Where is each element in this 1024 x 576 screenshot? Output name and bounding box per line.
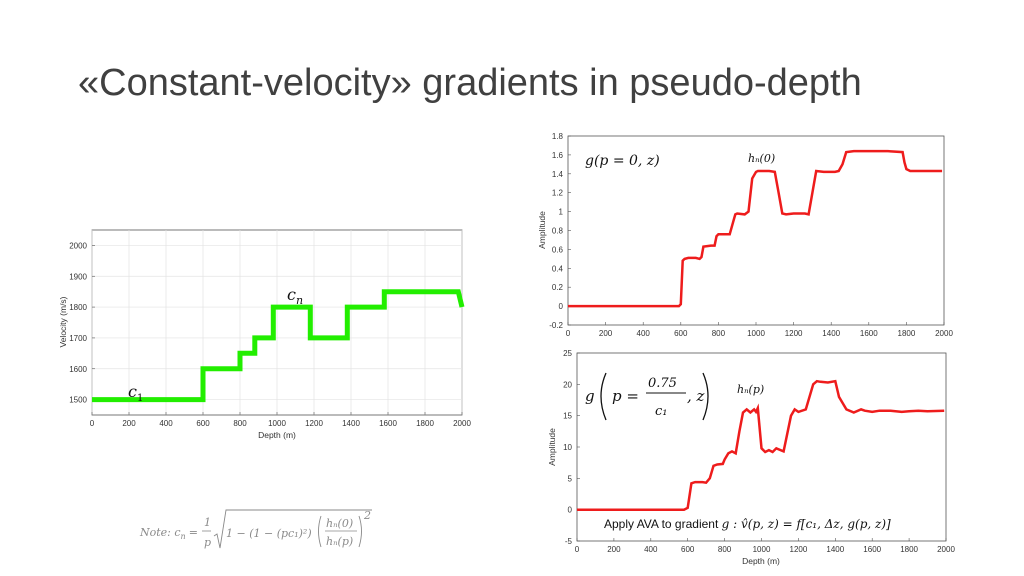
amplitude-p0-ytick-label: 1.6	[552, 151, 564, 160]
note-frac-bot: hₙ(p)	[326, 535, 353, 548]
amplitude-p-ytick-label: 5	[568, 474, 573, 483]
amplitude-p0-xtick-label: 600	[674, 329, 688, 338]
amplitude-p-xtick-label: 1000	[753, 545, 771, 554]
amplitude-p-ytick-label: 10	[563, 443, 572, 452]
amplitude-p-xtick-label: 1800	[900, 545, 918, 554]
amplitude-p0-ytick-label: 1.8	[552, 132, 564, 141]
velocity-ytick-label: 1800	[69, 303, 87, 312]
amplitude-p-xtick-label: 0	[575, 545, 580, 554]
velocity-ytick-label: 1900	[69, 272, 87, 281]
amplitude-p-xtick-label: 1400	[826, 545, 844, 554]
amplitude-p0-chart: 0 200 400 600 800 1000 1200 1400 1600 1800 2000 -0.…	[537, 132, 953, 338]
velocity-xtick-label: 1000	[268, 419, 286, 428]
velocity-ytick-label: 1600	[69, 365, 87, 374]
velocity-xtick-label: 1800	[416, 419, 434, 428]
velocity-xtick-label: 1200	[305, 419, 323, 428]
velocity-ylabel: Velocity (m/s)	[58, 296, 68, 347]
velocity-xtick-label: 800	[233, 419, 247, 428]
velocity-xtick-label: 400	[159, 419, 173, 428]
amplitude-p-xtick-label: 1200	[790, 545, 808, 554]
amplitude-p0-ytick-label: 0.2	[552, 283, 564, 292]
amplitude-p0-ylabel: Amplitude	[537, 211, 547, 249]
right-paren-shape	[702, 372, 709, 421]
c1-annotation: c1	[128, 382, 143, 404]
note-prefix: Note: cn =	[139, 526, 198, 541]
amplitude-p0-ytick-label: 0.6	[552, 245, 564, 254]
note-right-paren	[358, 515, 362, 548]
amplitude-p-ytick-label: 0	[568, 506, 573, 515]
amplitude-p0-ytick-label: 1.2	[552, 189, 564, 198]
gp-annotation: g p = 0.75 c₁ , z	[585, 372, 709, 421]
gp-z: , z	[687, 387, 705, 405]
velocity-series-line	[92, 289, 465, 403]
note-body: 1 − (1 − (pc₁)²)	[226, 527, 312, 540]
amplitude-p0-ytick-label: 0.8	[552, 227, 564, 236]
gp-g: g	[585, 387, 595, 405]
amplitude-p0-xtick-label: 200	[599, 329, 613, 338]
amplitude-p0-xtick-label: 2000	[935, 329, 953, 338]
amplitude-p0-ytick-label: 0	[559, 302, 564, 311]
velocity-xtick-label: 2000	[453, 419, 471, 428]
velocity-xtick-label: 1600	[379, 419, 397, 428]
note-left-paren	[318, 515, 322, 548]
velocity-xtick-label: 0	[90, 419, 95, 428]
amplitude-p0-xtick-label: 1800	[898, 329, 916, 338]
amplitude-p-xtick-label: 200	[607, 545, 621, 554]
amplitude-p-xtick-label: 1600	[863, 545, 881, 554]
amplitude-p0-xtick-label: 1400	[822, 329, 840, 338]
amplitude-p-xlabel: Depth (m)	[742, 556, 780, 566]
amplitude-p-xtick-label: 800	[718, 545, 732, 554]
velocity-chart: 0 200 400 600 800 1000 1200 1400 1600 1800 2000 150…	[58, 229, 471, 440]
amplitude-p-xtick-label: 2000	[937, 545, 955, 554]
amplitude-p0-xtick-label: 800	[712, 329, 726, 338]
left-paren-shape	[600, 372, 607, 421]
amplitude-p0-ticks: 0 200 400 600 800 1000 1200 1400 1600 1800 2000 -0.…	[549, 132, 953, 338]
amplitude-p0-ytick-label: 1	[559, 208, 564, 217]
slide-title: «Constant-velocity» gradients in pseudo-…	[78, 62, 862, 104]
cn-annotation: cn	[287, 285, 303, 307]
velocity-ticks: 0 200 400 600 800 1000 1200 1400 1600 1800 2000 150…	[69, 241, 471, 428]
amplitude-p0-frame	[567, 135, 945, 326]
g0-annotation: g(p = 0, z)	[585, 153, 660, 169]
amplitude-p0-ytick-label: -0.2	[549, 321, 563, 330]
amplitude-p-ytick-label: -5	[565, 537, 573, 546]
amplitude-p-chart: 0 200 400 600 800 1000 1200 1400 1600 1800 2000-50…	[547, 349, 955, 566]
amplitude-p-ytick-label: 20	[563, 380, 572, 389]
velocity-xtick-label: 200	[122, 419, 136, 428]
amplitude-p-xtick-label: 600	[681, 545, 695, 554]
gp-num: 0.75	[648, 376, 677, 391]
amplitude-p-series-line	[577, 379, 945, 511]
sqrt-sign-shape	[213, 509, 372, 549]
amplitude-p0-ytick-label: 0.4	[552, 264, 564, 273]
amplitude-p0-ytick-label: 1.4	[552, 170, 564, 179]
amplitude-p0-xtick-label: 400	[637, 329, 651, 338]
amplitude-p0-xtick-label: 0	[566, 329, 571, 338]
velocity-ytick-label: 2000	[69, 241, 87, 250]
hp-annotation: hₙ(p)	[737, 383, 764, 396]
amplitude-p0-xtick-label: 1200	[785, 329, 803, 338]
amplitude-p-ytick-label: 25	[563, 349, 572, 358]
amplitude-p-ticks: 0 200 400 600 800 1000 1200 1400 1600 1800 2000-50…	[563, 349, 955, 554]
h0-annotation: hₙ(0)	[748, 152, 775, 165]
note-formula: Note: cn = 1 p 1 − (1 − (pc₁)²) hₙ(0) hₙ(…	[139, 509, 372, 549]
amplitude-p-ytick-label: 15	[563, 412, 572, 421]
amplitude-p0-xtick-label: 1600	[860, 329, 878, 338]
velocity-xtick-label: 1400	[342, 419, 360, 428]
note-den: p	[204, 536, 211, 549]
gp-den: c₁	[655, 404, 668, 419]
velocity-ytick-label: 1700	[69, 334, 87, 343]
note-frac-top: hₙ(0)	[326, 517, 353, 530]
ava-annotation: Apply AVA to gradient g : v̂(p, z) = f[c…	[604, 517, 891, 531]
amplitude-p-xtick-label: 400	[644, 545, 658, 554]
amplitude-p-ylabel: Amplitude	[547, 428, 557, 466]
note-num: 1	[204, 516, 211, 529]
gp-p: p =	[612, 387, 639, 405]
amplitude-p0-xtick-label: 1000	[747, 329, 765, 338]
velocity-xlabel: Depth (m)	[258, 430, 296, 440]
velocity-xtick-label: 600	[196, 419, 210, 428]
amplitude-p0-series-line	[568, 149, 943, 308]
velocity-ytick-label: 1500	[69, 396, 87, 405]
note-exp: 2	[363, 509, 371, 522]
